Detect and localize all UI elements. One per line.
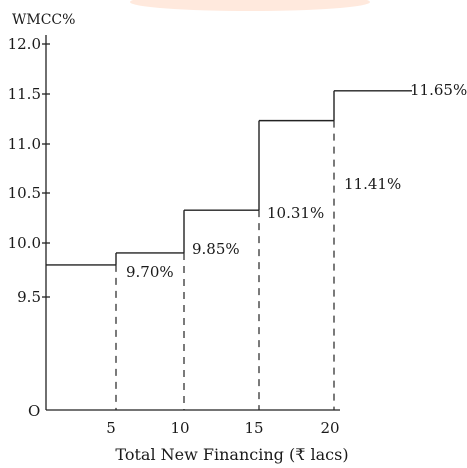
top-watermark	[130, 0, 370, 11]
breakpoint-dashes	[115, 120, 335, 410]
data-label: 11.41%	[344, 175, 401, 193]
x-tick-label: 5	[106, 419, 116, 437]
x-ticks: 5 10 15 20	[106, 419, 339, 437]
y-tick-label: 10.0	[8, 234, 41, 252]
data-label: 9.70%	[126, 263, 174, 281]
y-tick-label: 11.0	[8, 135, 41, 153]
axes	[45, 35, 340, 411]
y-tick-label: 9.5	[17, 288, 41, 306]
data-label: 10.31%	[267, 204, 324, 222]
data-labels: 9.70% 9.85% 10.31% 11.41% 11.65%	[126, 81, 467, 281]
y-axis-title: WMCC%	[12, 12, 75, 28]
y-tick-label: 12.0	[8, 35, 41, 53]
origin-label: O	[28, 402, 40, 420]
y-ticks: 12.0 11.5 11.0 10.5 10.0 9.5	[8, 35, 50, 306]
x-tick-label: 15	[244, 419, 263, 437]
data-label: 9.85%	[192, 240, 240, 258]
x-tick-label: 10	[170, 419, 189, 437]
x-tick-label: 20	[320, 419, 339, 437]
data-label: 11.65%	[410, 81, 467, 99]
x-axis-title: Total New Financing (₹ lacs)	[115, 445, 348, 464]
y-tick-label: 11.5	[8, 85, 41, 103]
y-tick-label: 10.5	[8, 184, 41, 202]
step-series	[46, 90, 412, 266]
